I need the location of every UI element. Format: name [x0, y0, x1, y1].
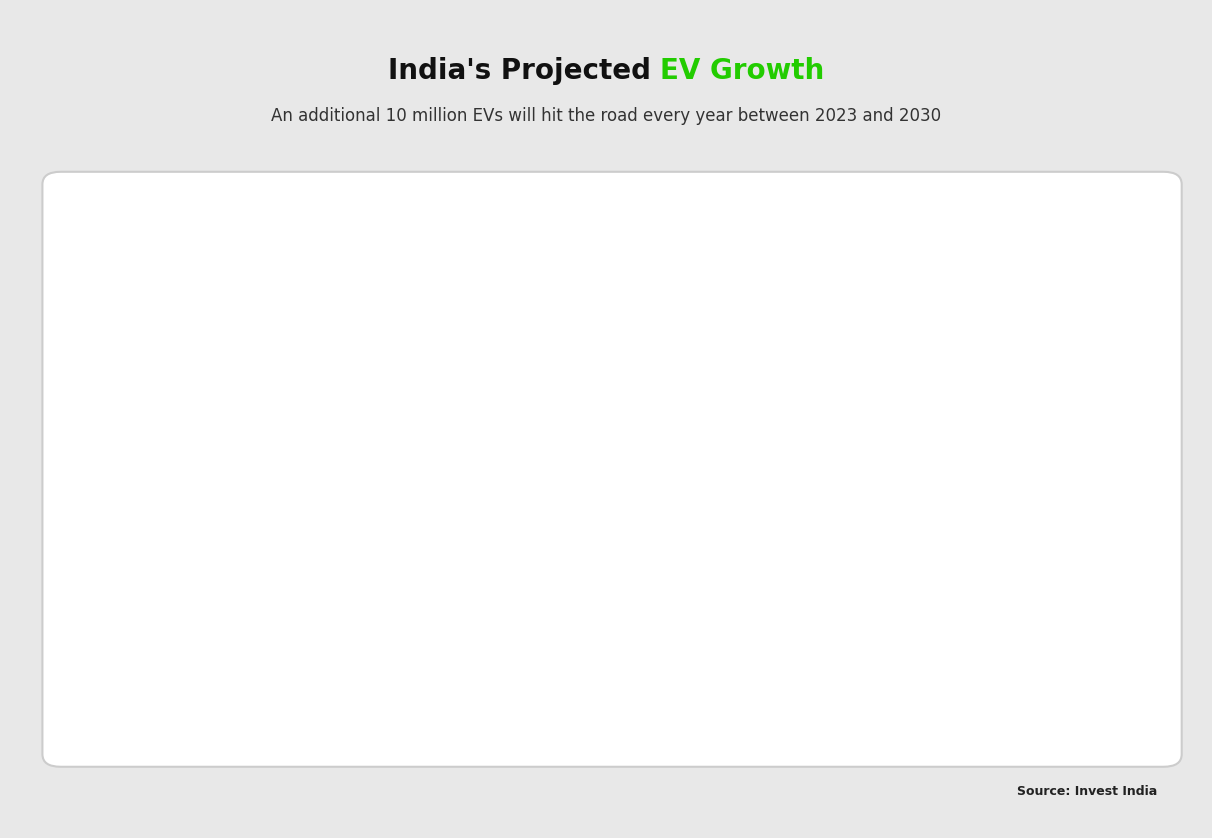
- Text: India's Projected: India's Projected: [388, 57, 661, 85]
- Bar: [793, 391, 856, 708]
- X-axis label: Year: Year: [621, 744, 664, 762]
- Text: EV Growth: EV Growth: [661, 57, 824, 85]
- Bar: [187, 655, 250, 708]
- Text: Source: Invest India: Source: Invest India: [1017, 785, 1157, 799]
- Bar: [550, 497, 613, 708]
- Bar: [308, 603, 371, 708]
- Bar: [1035, 285, 1098, 708]
- Bar: [671, 444, 734, 708]
- Y-axis label: Total of Additional EVs (in millions): Total of Additional EVs (in millions): [97, 298, 115, 653]
- Bar: [914, 339, 977, 708]
- Text: An additional 10 million EVs will hit the road every year between 2023 and 2030: An additional 10 million EVs will hit th…: [271, 106, 941, 125]
- Bar: [429, 550, 492, 708]
